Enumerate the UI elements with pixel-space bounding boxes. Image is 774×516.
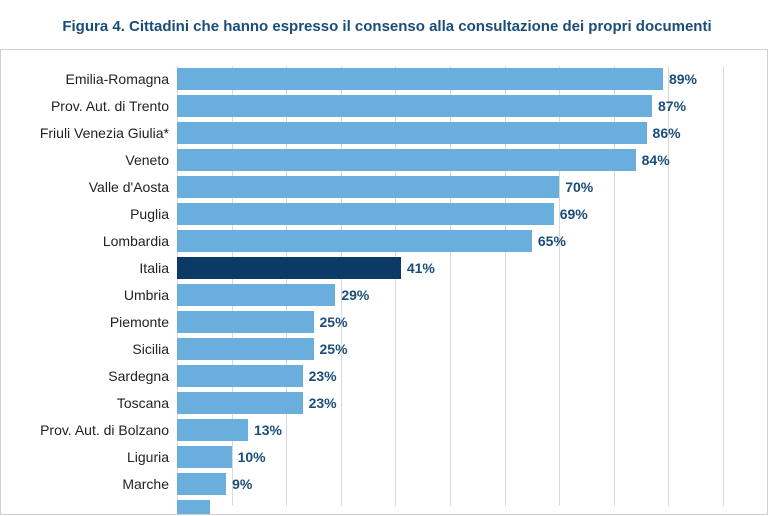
bar-track: 25% <box>177 336 723 362</box>
value-label: 70% <box>559 179 593 195</box>
value-label: 65% <box>532 233 566 249</box>
category-label: Emilia-Romagna <box>9 71 177 87</box>
bar-track: 13% <box>177 417 723 443</box>
value-label: 25% <box>314 341 348 357</box>
bar-track: 10% <box>177 444 723 470</box>
bar: 69% <box>177 203 554 225</box>
bar: 25% <box>177 311 314 333</box>
chart-row: Friuli Venezia Giulia*86% <box>9 120 747 146</box>
category-label: Prov. Aut. di Trento <box>9 98 177 114</box>
chart-frame: Emilia-Romagna89%Prov. Aut. di Trento87%… <box>0 49 768 515</box>
category-label: Italia <box>9 260 177 276</box>
value-label: 69% <box>554 206 588 222</box>
chart-row: Valle d'Aosta70% <box>9 174 747 200</box>
chart-row: Lombardia65% <box>9 228 747 254</box>
value-label: 84% <box>636 152 670 168</box>
bar: 23% <box>177 392 303 414</box>
value-label: 23% <box>303 368 337 384</box>
chart-row <box>9 498 747 515</box>
bar: 25% <box>177 338 314 360</box>
chart-row: Marche9% <box>9 471 747 497</box>
bar: 86% <box>177 122 647 144</box>
bar-track: 9% <box>177 471 723 497</box>
value-label: 29% <box>335 287 369 303</box>
value-label: 10% <box>232 449 266 465</box>
chart-row: Emilia-Romagna89% <box>9 66 747 92</box>
category-label: Puglia <box>9 206 177 222</box>
bar-track: 86% <box>177 120 723 146</box>
value-label: 13% <box>248 422 282 438</box>
bar <box>177 500 210 515</box>
value-label: 41% <box>401 260 435 276</box>
bar: 89% <box>177 68 663 90</box>
chart-row: Veneto84% <box>9 147 747 173</box>
bar-track: 41% <box>177 255 723 281</box>
value-label: 25% <box>314 314 348 330</box>
category-label: Piemonte <box>9 314 177 330</box>
category-label: Marche <box>9 476 177 492</box>
bar-track: 23% <box>177 390 723 416</box>
bar: 13% <box>177 419 248 441</box>
category-label: Toscana <box>9 395 177 411</box>
chart-row: Liguria10% <box>9 444 747 470</box>
bar: 9% <box>177 473 226 495</box>
chart-row: Sicilia25% <box>9 336 747 362</box>
bar: 87% <box>177 95 652 117</box>
chart-row: Piemonte25% <box>9 309 747 335</box>
bar: 10% <box>177 446 232 468</box>
bar-track: 29% <box>177 282 723 308</box>
chart-row: Toscana23% <box>9 390 747 416</box>
bar-track: 87% <box>177 93 723 119</box>
bar-track: 70% <box>177 174 723 200</box>
bar-track: 65% <box>177 228 723 254</box>
category-label: Valle d'Aosta <box>9 179 177 195</box>
category-label: Friuli Venezia Giulia* <box>9 125 177 141</box>
chart-row: Prov. Aut. di Trento87% <box>9 93 747 119</box>
bar: 29% <box>177 284 335 306</box>
category-label: Umbria <box>9 287 177 303</box>
chart-row: Puglia69% <box>9 201 747 227</box>
bar-track: 23% <box>177 363 723 389</box>
value-label: 87% <box>652 98 686 114</box>
chart-row: Sardegna23% <box>9 363 747 389</box>
bar: 23% <box>177 365 303 387</box>
category-label: Lombardia <box>9 233 177 249</box>
bar-track: 25% <box>177 309 723 335</box>
value-label: 89% <box>663 71 697 87</box>
value-label: 9% <box>226 476 252 492</box>
bar-track <box>177 498 723 515</box>
bar: 84% <box>177 149 636 171</box>
category-label: Sicilia <box>9 341 177 357</box>
bar: 41% <box>177 257 401 279</box>
bar-track: 89% <box>177 66 723 92</box>
value-label: 23% <box>303 395 337 411</box>
chart-row: Umbria29% <box>9 282 747 308</box>
category-label: Veneto <box>9 152 177 168</box>
chart-title: Figura 4. Cittadini che hanno espresso i… <box>0 0 774 49</box>
bar: 70% <box>177 176 559 198</box>
category-label: Sardegna <box>9 368 177 384</box>
chart-inner: Emilia-Romagna89%Prov. Aut. di Trento87%… <box>9 66 747 506</box>
value-label: 86% <box>647 125 681 141</box>
bar: 65% <box>177 230 532 252</box>
chart-row: Italia41% <box>9 255 747 281</box>
category-label: Prov. Aut. di Bolzano <box>9 422 177 438</box>
chart-row: Prov. Aut. di Bolzano13% <box>9 417 747 443</box>
bar-track: 84% <box>177 147 723 173</box>
category-label: Liguria <box>9 449 177 465</box>
bar-track: 69% <box>177 201 723 227</box>
